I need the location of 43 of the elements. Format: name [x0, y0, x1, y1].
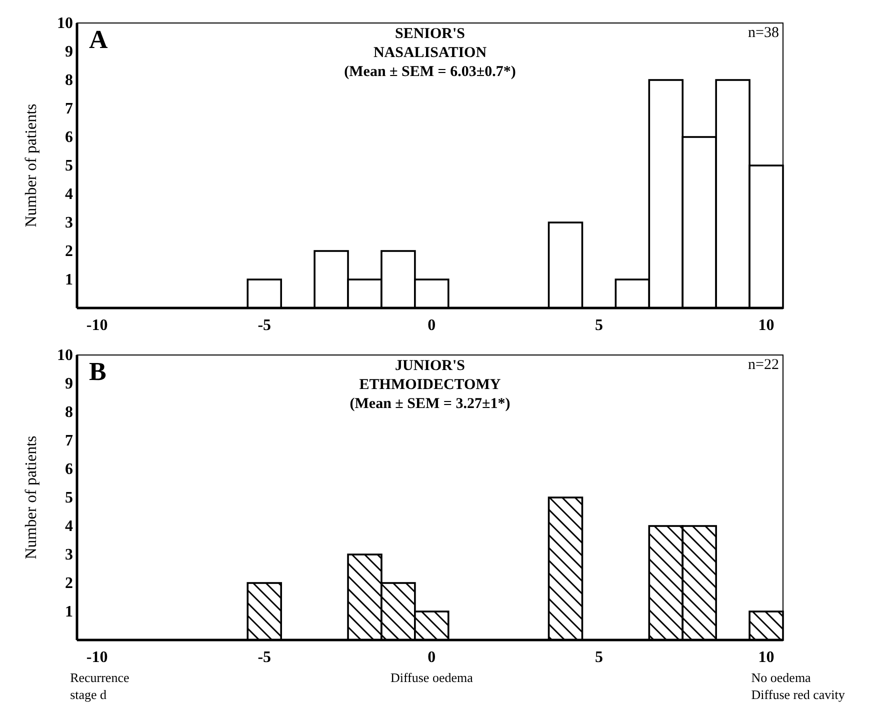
y-tick-label: 8 — [65, 404, 73, 421]
y-tick-label: 6 — [65, 129, 73, 146]
text: No oedema Diffuse red cavity — [751, 670, 846, 702]
y-tick-label: 8 — [65, 72, 73, 89]
x-tick-label: -10 — [86, 649, 108, 666]
text: JUNIOR'S ETHMOIDECTOMY — [359, 358, 501, 393]
y-tick-label: 6 — [65, 461, 73, 478]
x-tick-label: -5 — [258, 317, 272, 334]
x-tick-label: -10 — [86, 317, 108, 334]
annotation: A — [89, 25, 108, 54]
x-tick-label: 10 — [758, 649, 774, 666]
text: Diffuse oedema — [390, 670, 474, 685]
y-tick-label: 2 — [65, 243, 73, 260]
y-tick-label: 5 — [65, 490, 73, 506]
x-tick-label: 10 — [758, 317, 774, 334]
x-tick-label: 0 — [428, 649, 436, 666]
x-tick-label: 0 — [428, 317, 436, 334]
y-tick-label: 10 — [57, 347, 73, 364]
x-tick-label: 5 — [594, 649, 603, 666]
x-tick-label: -5 — [258, 649, 272, 666]
y-tick-label: 1 — [65, 604, 73, 620]
y-tick-label: 9 — [65, 376, 73, 392]
y-tick-label: 7 — [65, 432, 73, 450]
x-tick-label: 5 — [594, 317, 603, 334]
y-tick-label: 2 — [65, 575, 73, 592]
y-tick-label: 3 — [65, 546, 73, 564]
annotation: n=38 — [748, 25, 779, 41]
y-tick-label: 9 — [65, 44, 73, 60]
y-tick-label: 4 — [65, 518, 73, 535]
annotation: B — [89, 357, 106, 386]
text: SENIOR'S NASALISATION — [373, 26, 487, 61]
annotation: n=22 — [748, 357, 779, 373]
y-axis-title: Number of patients — [23, 436, 40, 560]
y-tick-label: 4 — [65, 186, 73, 203]
y-tick-label: 1 — [65, 272, 73, 288]
y-tick-label: 7 — [65, 100, 73, 118]
y-tick-label: 5 — [65, 158, 73, 174]
y-tick-label: 10 — [57, 15, 73, 32]
text: (Mean ± SEM = 3.27±1*) — [350, 396, 510, 412]
y-axis-title: Number of patients — [23, 104, 40, 228]
y-tick-label: 3 — [65, 214, 73, 232]
text: (Mean ± SEM = 6.03±0.7*) — [344, 64, 516, 80]
text: Recurrence stage d — [70, 670, 130, 702]
